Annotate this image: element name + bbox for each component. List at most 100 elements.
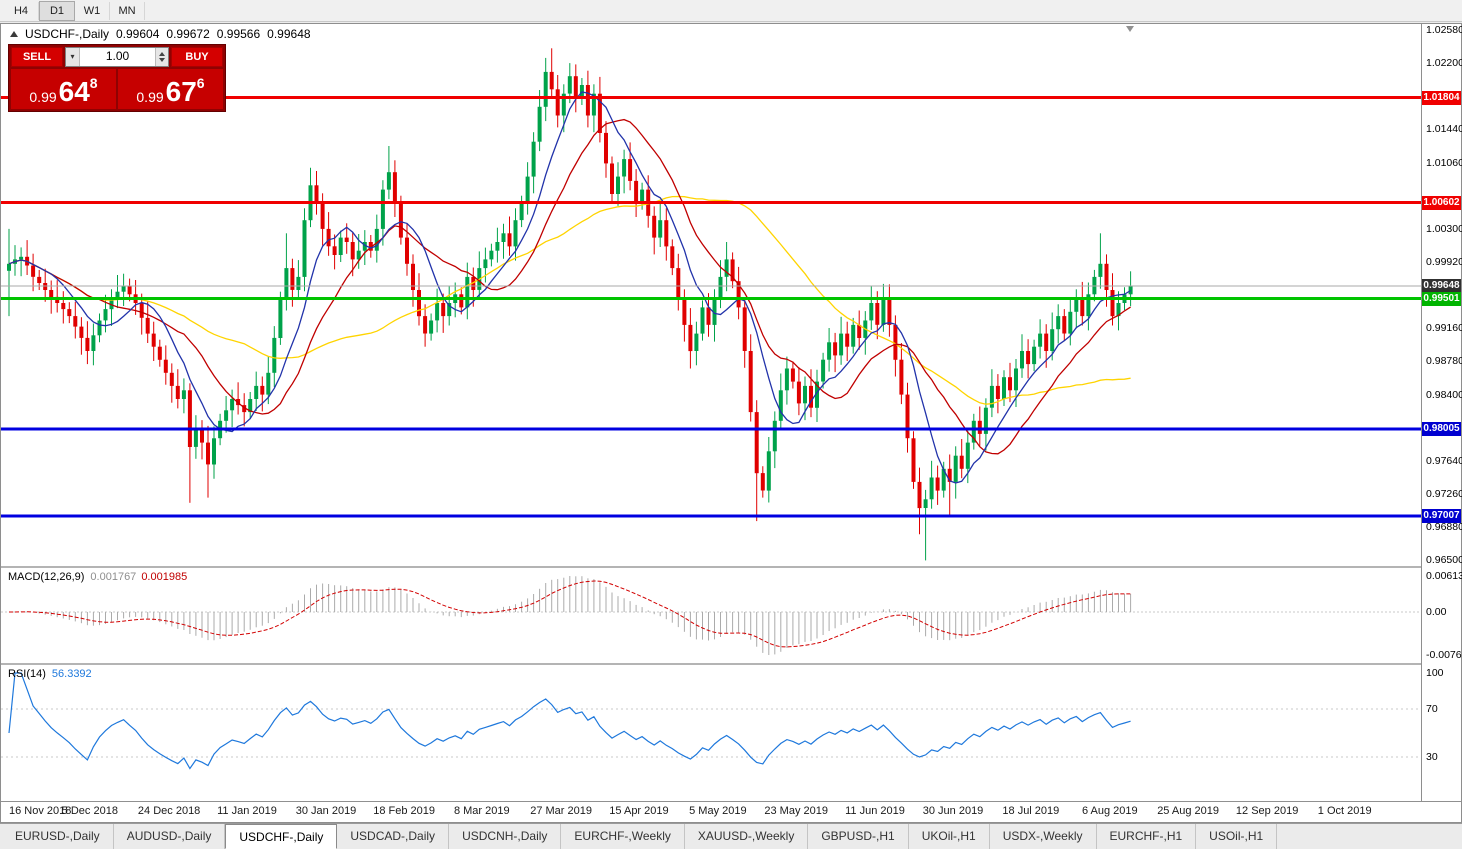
quote-low: 0.99566 — [216, 27, 261, 41]
price-axis-label: 0.96500 — [1426, 554, 1462, 566]
rsi-name: RSI(14) — [8, 668, 46, 680]
price-badge: 0.99501 — [1422, 292, 1461, 306]
price-badge: 0.99648 — [1422, 279, 1461, 293]
price-chart-area[interactable] — [1, 24, 1421, 566]
price-axis-label: 0.99920 — [1426, 256, 1462, 268]
price-axis-label: 1.01440 — [1426, 123, 1462, 135]
quote-open: 0.99604 — [116, 27, 160, 41]
quote-close: 0.99648 — [267, 27, 311, 41]
date-axis-label: 15 Apr 2019 — [609, 805, 669, 817]
chart-tab-usdcad-daily[interactable]: USDCAD-,Daily — [337, 824, 450, 849]
rsi-pane[interactable] — [1, 665, 1421, 801]
volume-field[interactable]: ▾ 1.00 — [65, 47, 169, 67]
price-axis-label: 0.99160 — [1426, 322, 1462, 334]
ma-40-line — [8, 195, 1131, 405]
chart-tab-ukoil-h1[interactable]: UKOil-,H1 — [908, 824, 990, 849]
buy-button[interactable]: BUY — [171, 47, 223, 67]
date-axis-label: 1 Oct 2019 — [1317, 805, 1372, 817]
buy-price-big: 67 — [165, 76, 197, 108]
date-axis[interactable]: 16 Nov 2018 5 Dec 2018 24 Dec 2018 11 Jan 2… — [1, 801, 1461, 822]
macd-pane[interactable] — [1, 568, 1421, 663]
chart-tab-gbpusd-h1[interactable]: GBPUSD-,H1 — [808, 824, 909, 849]
timeframe-button-w1[interactable]: W1 — [75, 1, 110, 20]
date-axis-label: 8 Mar 2019 — [453, 805, 510, 817]
ma-8-line — [8, 91, 1131, 484]
pane-separator[interactable] — [1, 566, 1461, 568]
date-axis-label: 24 Dec 2018 — [137, 805, 201, 817]
chart-tab-usdchf-daily[interactable]: USDCHF-,Daily — [225, 824, 338, 849]
date-axis-label: 18 Feb 2019 — [373, 805, 435, 817]
buy-price-prefix: 0.99 — [136, 89, 164, 105]
price-axis[interactable]: 1.02580 1.02200 1.01440 1.01060 1.00300 0.999… — [1421, 24, 1462, 801]
volume-spinner[interactable] — [155, 48, 168, 66]
price-badge: 1.01804 — [1422, 91, 1461, 105]
chart-tab-usdcnh-daily[interactable]: USDCNH-,Daily — [449, 824, 562, 849]
chart-tab-usdx-weekly[interactable]: USDX-,Weekly — [989, 824, 1097, 849]
chart-shift-marker — [1126, 26, 1134, 32]
rsi-indicator-label: RSI(14) 56.3392 — [8, 668, 92, 680]
spinner-down-icon[interactable] — [159, 58, 165, 62]
chart-tab-eurchf-h1[interactable]: EURCHF-,H1 — [1096, 824, 1197, 849]
sell-price-display[interactable]: 0.99 64 8 — [11, 69, 116, 109]
macd-signal-line — [9, 580, 1131, 648]
date-axis-label: 25 Aug 2019 — [1157, 805, 1219, 817]
rsi-value: 56.3392 — [51, 668, 92, 680]
buy-price-display[interactable]: 0.99 67 6 — [118, 69, 223, 109]
volume-dropdown-icon[interactable]: ▾ — [66, 48, 80, 66]
price-axis-label: 0.98400 — [1426, 389, 1462, 401]
price-badge: 0.97007 — [1422, 509, 1461, 523]
price-axis-label: 1.02200 — [1426, 57, 1462, 69]
price-axis-label: 0.97640 — [1426, 455, 1462, 467]
timeframe-button-h4[interactable]: H4 — [4, 1, 39, 20]
macd-axis-label: 0.00613 — [1426, 570, 1462, 582]
moving-averages — [8, 91, 1131, 484]
date-axis-label: 23 May 2019 — [764, 805, 828, 817]
rsi-line — [8, 672, 1131, 770]
one-click-trading-panel: SELL ▾ 1.00 BUY 0.99 64 8 0.99 67 6 — [8, 44, 226, 112]
macd-axis-label: 0.00 — [1426, 606, 1447, 618]
rsi-axis-label: 100 — [1426, 667, 1444, 679]
chart-symbol-period: USDCHF-,Daily — [25, 27, 109, 41]
date-axis-label: 30 Jan 2019 — [295, 805, 357, 817]
chart-tab-bar: EURUSD-,Daily AUDUSD-,Daily USDCHF-,Daily U… — [0, 823, 1462, 849]
price-axis-label: 1.01060 — [1426, 157, 1462, 169]
date-axis-label: 11 Jan 2019 — [217, 805, 277, 817]
timeframe-button-d1[interactable]: D1 — [39, 0, 75, 21]
pane-separator[interactable] — [1, 663, 1461, 665]
macd-name: MACD(12,26,9) — [8, 571, 85, 583]
sell-price-pip: 8 — [89, 75, 98, 91]
sell-price-prefix: 0.99 — [29, 89, 57, 105]
ma-16-line — [8, 118, 1131, 455]
date-axis-label: 11 Jun 2019 — [845, 805, 905, 817]
chart-tab-xauusd-weekly[interactable]: XAUUSD-,Weekly — [684, 824, 809, 849]
macd-signal-value: 0.001985 — [141, 571, 188, 583]
date-axis-label: 27 Mar 2019 — [530, 805, 592, 817]
date-axis-label: 5 May 2019 — [689, 805, 747, 817]
date-axis-label: 16 Nov 2018 — [9, 805, 72, 817]
price-axis-label: 0.97260 — [1426, 488, 1462, 500]
collapse-panel-icon[interactable] — [10, 31, 18, 37]
spinner-up-icon[interactable] — [159, 52, 165, 56]
candles-series — [7, 48, 1133, 561]
chart-tab-eurchf-weekly[interactable]: EURCHF-,Weekly — [561, 824, 685, 849]
sell-button[interactable]: SELL — [11, 47, 63, 67]
price-axis-label: 1.02580 — [1426, 24, 1462, 36]
price-badge: 0.98005 — [1422, 422, 1461, 436]
horizontal-levels — [1, 96, 1421, 518]
chart-title: USDCHF-,Daily 0.99604 0.99672 0.99566 0.… — [10, 27, 311, 41]
quote-high: 0.99672 — [166, 27, 210, 41]
timeframe-toolbar: H4 D1 W1 MN — [0, 0, 1462, 22]
timeframe-button-mn[interactable]: MN — [110, 1, 145, 20]
rsi-axis-label: 30 — [1426, 751, 1438, 763]
macd-indicator-label: MACD(12,26,9) 0.001767 0.001985 — [8, 571, 187, 583]
date-axis-label: 6 Aug 2019 — [1081, 805, 1138, 817]
macd-histogram — [14, 576, 1132, 655]
sell-price-big: 64 — [58, 76, 90, 108]
chart-tab-usoil-h1[interactable]: USOil-,H1 — [1196, 824, 1278, 849]
chart-tab-audusd-daily[interactable]: AUDUSD-,Daily — [113, 824, 226, 849]
price-axis-label: 0.96880 — [1426, 521, 1462, 533]
date-axis-label: 12 Sep 2019 — [1235, 805, 1299, 817]
chart-tab-eurusd-daily[interactable]: EURUSD-,Daily — [2, 824, 114, 849]
macd-main-value: 0.001767 — [90, 571, 137, 583]
